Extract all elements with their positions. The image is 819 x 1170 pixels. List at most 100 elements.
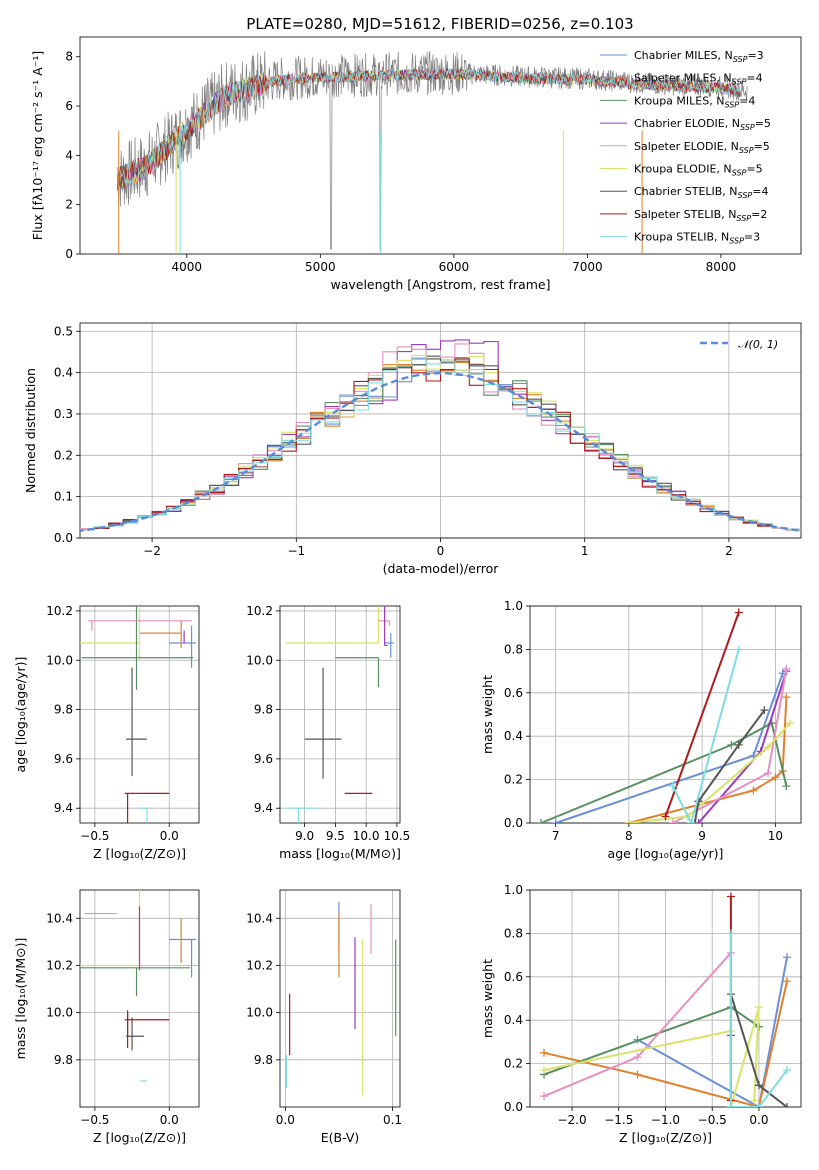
x-tick-label: −1.5	[604, 1113, 633, 1127]
x-tick-label: 0.0	[160, 1113, 179, 1127]
y-tick-label: 10.0	[246, 1006, 273, 1020]
y-tick-label: 4	[65, 148, 73, 162]
spectrum-lines	[117, 51, 748, 254]
legend-sub: SSP	[733, 55, 748, 64]
weight-vs-age-lines	[536, 608, 795, 823]
legend-name: Salpeter MILES, N	[634, 72, 732, 85]
legend-entry-3: Chabrier ELODIE, NSSP=5	[634, 117, 771, 132]
plus-marker	[782, 953, 791, 962]
legend-sub: SSP	[724, 100, 739, 109]
legend-name: Kroupa MILES, N	[634, 94, 724, 107]
plus-marker	[754, 1081, 763, 1090]
x-tick-label: 9.0	[295, 829, 314, 843]
residuals-frame	[79, 322, 802, 539]
plus-marker	[782, 1066, 791, 1075]
weight-line-0	[637, 957, 788, 1107]
x-tick-label: 0.0	[160, 829, 179, 843]
weight-vs-age-frame	[529, 605, 802, 824]
residuals-xlabel: (data-model)/error	[383, 561, 500, 576]
weight-vs-Z-lines	[540, 892, 791, 1107]
observed-spectrum-line	[117, 51, 748, 250]
y-tick-label: 9.6	[254, 752, 273, 766]
y-tick-label: 0.4	[504, 729, 523, 743]
plus-marker	[668, 819, 677, 823]
y-tick-label: 10.0	[46, 653, 73, 667]
x-tick-label: 9	[698, 829, 706, 843]
y-tick-label: 0.2	[504, 1057, 523, 1071]
legend-entry-2: Kroupa MILES, NSSP=4	[634, 94, 755, 109]
x-tick-label: 10.0	[353, 829, 380, 843]
plus-marker	[726, 892, 735, 901]
weight-vs-Z-axes: −2.0 −1.5 −1.0 −0.5 0.0 0.0 0.2 0.4 0.6 0.8 1.0 Z […	[480, 883, 802, 1145]
legend-suffix: =4	[746, 72, 762, 85]
gaussian-curve	[80, 371, 801, 533]
mass-vs-Z-xlabel: Z [log₁₀(Z/Z⊙)]	[93, 1130, 186, 1145]
y-tick-label: 10.2	[246, 604, 273, 618]
model-spectrum-line-7	[117, 67, 741, 190]
figure-title: PLATE=0280, MJD=51612, FIBERID=0256, z=0…	[246, 15, 633, 33]
legend-sub: SSP	[729, 237, 744, 246]
legend-sub: SSP	[738, 191, 753, 200]
legend-sub: SSP	[732, 169, 747, 178]
legend-name: Kroupa ELODIE, N	[634, 163, 732, 176]
weight-line-8	[729, 933, 788, 1107]
spectrum-ylabel: Flux [fλ10⁻¹⁷ erg cm⁻² s⁻¹ A⁻¹]	[30, 51, 45, 240]
plus-marker	[633, 1053, 642, 1062]
y-tick-label: 9.4	[254, 801, 273, 815]
x-tick-label: 1	[581, 544, 589, 558]
plus-marker	[782, 693, 791, 702]
mass-vs-Z-points	[80, 890, 197, 1082]
age-vs-mass-xlabel: mass [log₁₀(M/M⊙)]	[279, 846, 401, 861]
x-tick-label: 8	[625, 829, 633, 843]
weight-vs-Z-xlabel: Z [log₁₀(Z/Z⊙)]	[619, 1130, 712, 1145]
weight-line-8	[671, 649, 740, 823]
age-vs-mass-frame	[279, 605, 401, 824]
legend-suffix: =2	[751, 208, 767, 221]
mass-vs-EBV-axes: 0.0 0.1 9.8 10.0 10.2 10.4 E(B-V)	[246, 889, 402, 1145]
legend-name: Salpeter STELIB, N	[634, 208, 736, 221]
spectrum-axes: 4000 5000 6000 7000 8000 0 2 4 6 8 wavelength [Ang…	[30, 36, 802, 292]
x-tick-label: 0	[437, 544, 445, 558]
y-tick-label: 9.4	[54, 801, 73, 815]
weight-vs-Z-frame	[529, 889, 802, 1108]
x-tick-label: −2	[143, 544, 161, 558]
y-tick-label: 10.2	[246, 958, 273, 972]
y-tick-label: 0.4	[54, 366, 73, 380]
weight-vs-age-ylabel: mass weight	[480, 675, 495, 754]
weight-vs-age-xlabel: age [log₁₀(age/yr)]	[608, 846, 724, 861]
plus-marker	[687, 819, 696, 823]
x-tick-label: 0.0	[276, 1113, 295, 1127]
y-tick-label: 9.8	[54, 1053, 73, 1067]
x-tick-label: −2.0	[557, 1113, 586, 1127]
plus-marker	[750, 1096, 759, 1105]
plus-marker	[734, 645, 743, 654]
legend-entry-0: Chabrier MILES, NSSP=3	[634, 49, 764, 64]
legend-suffix: =3	[744, 231, 760, 244]
y-tick-label: 0.6	[504, 970, 523, 984]
legend-entry-7: Salpeter STELIB, NSSP=2	[634, 208, 767, 223]
plus-marker	[551, 819, 560, 823]
legend-suffix: =3	[747, 49, 763, 62]
weight-vs-age-axes: 7 8 9 10 0.0 0.2 0.4 0.6 0.8 1.0 age [log₁₀(age/yr…	[480, 599, 802, 861]
y-tick-label: 10.4	[46, 911, 73, 925]
legend-sub: SSP	[732, 78, 747, 87]
legend-suffix: =4	[752, 185, 768, 198]
x-tick-label: 4000	[172, 260, 203, 274]
x-tick-label: 10	[768, 829, 783, 843]
y-tick-label: 0.3	[54, 407, 73, 421]
plus-marker	[734, 740, 743, 749]
x-tick-label: 10.5	[384, 829, 411, 843]
x-tick-label: −0.5	[80, 829, 109, 843]
plus-marker	[540, 1048, 549, 1057]
residuals-ylabel: Normed distribution	[23, 368, 38, 493]
plus-marker	[694, 819, 703, 823]
age-vs-Z-xlabel: Z [log₁₀(Z/Z⊙)]	[93, 846, 186, 861]
x-tick-label: −0.5	[698, 1113, 727, 1127]
legend-suffix: =5	[754, 140, 770, 153]
plus-marker	[760, 706, 769, 715]
plus-marker	[726, 929, 735, 938]
plus-marker	[661, 812, 670, 821]
y-tick-label: 0.0	[504, 816, 523, 830]
plus-marker	[624, 819, 633, 823]
